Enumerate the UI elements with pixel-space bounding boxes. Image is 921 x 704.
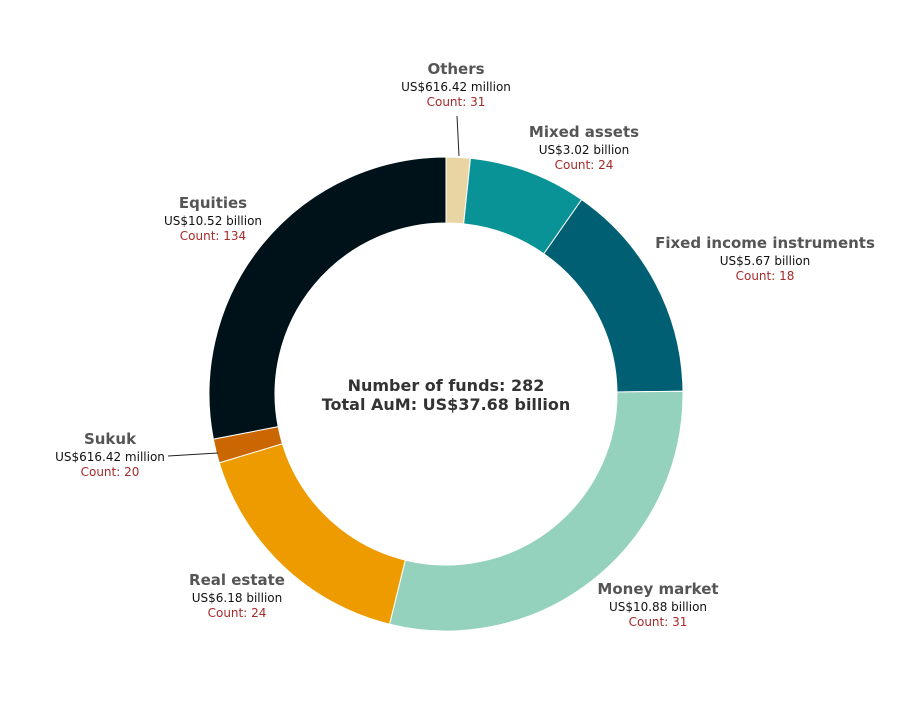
label-count-money-market: Count: 31 <box>629 615 688 629</box>
label-value-sukuk: US$616.42 million <box>55 450 165 464</box>
label-name-sukuk: Sukuk <box>84 430 137 448</box>
label-value-fixed-income-instruments: US$5.67 billion <box>720 254 810 268</box>
label-name-fixed-income-instruments: Fixed income instruments <box>655 234 875 252</box>
leader-lines <box>167 115 460 457</box>
label-name-real-estate: Real estate <box>189 571 285 589</box>
label-value-money-market: US$10.88 billion <box>609 600 707 614</box>
label-count-equities: Count: 134 <box>180 229 246 243</box>
label-count-mixed-assets: Count: 24 <box>555 158 614 172</box>
center-total-aum: Total AuM: US$37.68 billion <box>322 395 571 414</box>
center-funds-count: Number of funds: 282 <box>348 376 545 395</box>
label-count-real-estate: Count: 24 <box>208 606 267 620</box>
label-name-money-market: Money market <box>597 580 718 598</box>
label-count-sukuk: Count: 20 <box>81 465 140 479</box>
label-value-others: US$616.42 million <box>401 80 511 94</box>
leader-line-sukuk <box>167 452 219 457</box>
slice-equities <box>208 156 447 440</box>
label-value-mixed-assets: US$3.02 billion <box>539 143 629 157</box>
leader-line-others <box>456 115 460 157</box>
label-name-others: Others <box>427 60 484 78</box>
label-name-mixed-assets: Mixed assets <box>529 123 639 141</box>
slice-fixed-income-instruments <box>543 198 684 393</box>
slice-money-market <box>388 390 684 632</box>
label-name-equities: Equities <box>179 194 247 212</box>
label-value-equities: US$10.52 billion <box>164 214 262 228</box>
label-value-real-estate: US$6.18 billion <box>192 591 282 605</box>
label-count-others: Count: 31 <box>427 95 486 109</box>
label-count-fixed-income-instruments: Count: 18 <box>736 269 795 283</box>
donut-slices <box>208 156 684 632</box>
